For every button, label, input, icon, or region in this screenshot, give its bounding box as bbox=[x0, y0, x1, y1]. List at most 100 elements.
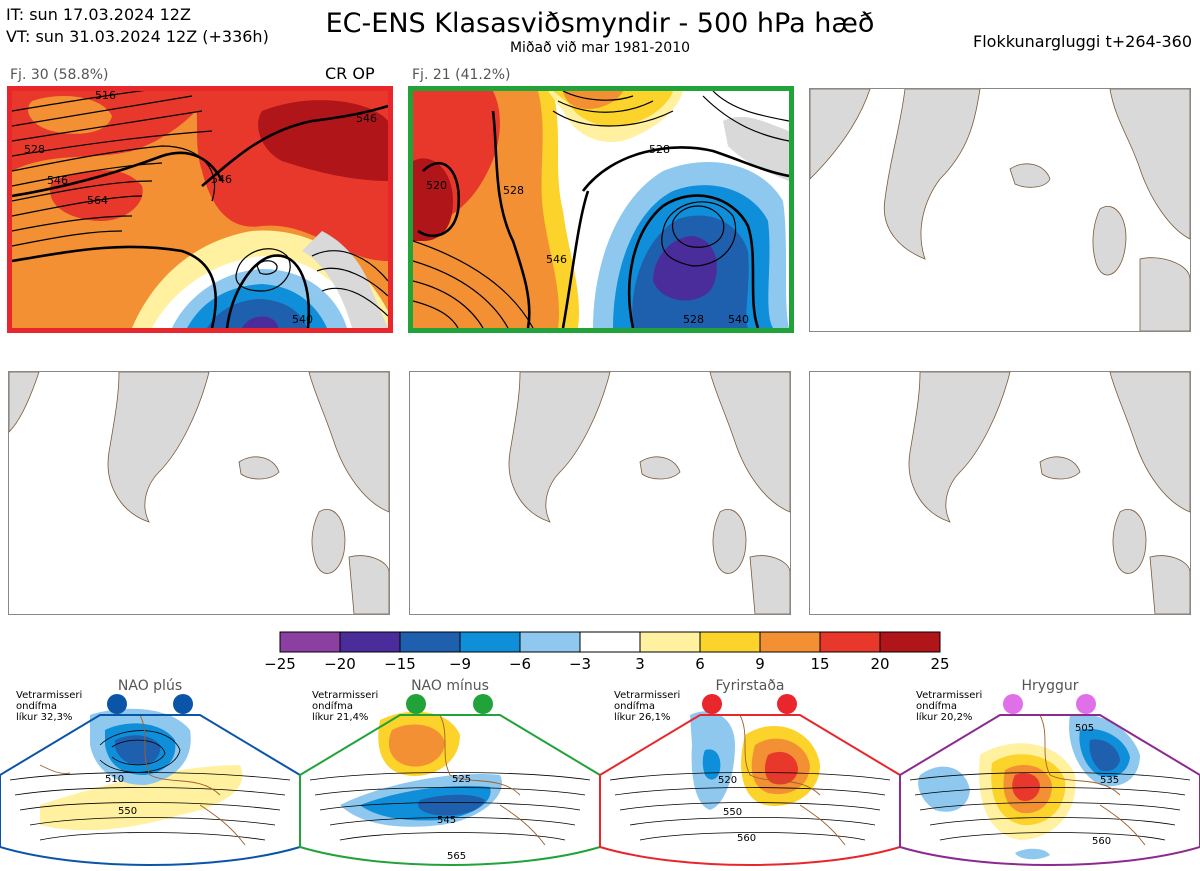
contour-label-r4-1: 535 bbox=[1100, 775, 1119, 786]
contour-label-r3-2: 560 bbox=[737, 833, 756, 844]
colorbar-tick-label: −20 bbox=[324, 655, 356, 673]
regime-dot bbox=[1003, 694, 1023, 714]
regime-nao-minus[interactable]: 525 545 565 bbox=[299, 711, 601, 866]
colorbar-swatch bbox=[339, 631, 401, 653]
colorbar-swatch bbox=[279, 631, 341, 653]
contour-label-1-4: 564 bbox=[87, 194, 108, 207]
contour-label-2-5: 528 bbox=[683, 313, 704, 326]
basemap-4 bbox=[9, 372, 389, 614]
panel-1-label: Fj. 30 (58.8%) bbox=[10, 67, 109, 83]
colorbar-swatch bbox=[639, 631, 701, 653]
svg-text:líkur 20,2%: líkur 20,2% bbox=[916, 711, 972, 723]
svg-text:Vetrarmisseri: Vetrarmisseri bbox=[916, 690, 982, 701]
regime-dot bbox=[702, 694, 722, 714]
regime-title-blocking: Fyrirstaða bbox=[716, 678, 785, 694]
contour-label-1-0: 516 bbox=[95, 91, 116, 102]
page-title: EC-ENS Klasasviðsmyndir - 500 hPa hæð bbox=[325, 8, 875, 39]
colorbar-swatch bbox=[519, 631, 581, 653]
contour-label-1-1: 528 bbox=[24, 143, 45, 156]
colorbar-swatch bbox=[759, 631, 821, 653]
regime-dot bbox=[107, 694, 127, 714]
regime-ridge[interactable]: 505 535 560 bbox=[899, 714, 1200, 866]
regime-title-nao-plus: NAO plús bbox=[118, 678, 182, 694]
regime-title-nao-minus: NAO mínus bbox=[411, 678, 489, 694]
regime-note-blocking: Vetrarmisseri ondífma líkur 26,1% bbox=[614, 690, 680, 723]
regime-dot bbox=[173, 694, 193, 714]
svg-text:Vetrarmisseri: Vetrarmisseri bbox=[614, 690, 680, 701]
svg-text:Vetrarmisseri: Vetrarmisseri bbox=[16, 690, 82, 701]
init-time: IT: sun 17.03.2024 12Z bbox=[6, 5, 191, 24]
colorbar-tick-label: −9 bbox=[449, 655, 471, 673]
contour-label-r4-2: 560 bbox=[1092, 836, 1111, 847]
colorbar-tick-label: −15 bbox=[384, 655, 416, 673]
basemap-5 bbox=[508, 372, 790, 614]
regime-strip: 510 550 525 545 565 bbox=[0, 678, 1200, 866]
contour-label-2-1: 520 bbox=[426, 179, 447, 192]
header-info: IT: sun 17.03.2024 12Z VT: sun 31.03.202… bbox=[6, 4, 269, 48]
cluster-map-5[interactable] bbox=[409, 371, 791, 615]
contour-label-r3-0: 520 bbox=[718, 775, 737, 786]
cluster-map-4[interactable] bbox=[8, 371, 390, 615]
contour-label-2-0: 528 bbox=[503, 184, 524, 197]
colorbar-tick-label: −3 bbox=[569, 655, 591, 673]
svg-text:líkur 32,3%: líkur 32,3% bbox=[16, 711, 72, 723]
basemap-3 bbox=[810, 89, 1190, 331]
regime-note-ridge: Vetrarmisseri ondífma líkur 20,2% bbox=[916, 690, 982, 723]
page-subtitle: Miðað við mar 1981-2010 bbox=[509, 40, 691, 56]
contour-label-r2-2: 565 bbox=[447, 851, 466, 862]
valid-time: VT: sun 31.03.2024 12Z (+336h) bbox=[6, 27, 269, 46]
svg-text:ondífma: ondífma bbox=[916, 700, 957, 712]
regime-dot bbox=[1076, 694, 1096, 714]
colorbar-tick-label: 20 bbox=[870, 655, 889, 673]
cluster-map-2[interactable]: 528 520 528 546 540 528 bbox=[408, 86, 794, 333]
contour-label-r3-1: 550 bbox=[723, 807, 742, 818]
colorbar-swatch bbox=[819, 631, 881, 653]
panel-1-tag: CR OP bbox=[325, 64, 375, 83]
contour-label-1-6: 540 bbox=[292, 313, 313, 326]
contour-label-r2-0: 525 bbox=[452, 774, 471, 785]
regime-nao-plus[interactable]: 510 550 bbox=[0, 708, 301, 866]
regime-dot bbox=[777, 694, 797, 714]
contour-label-2-4: 540 bbox=[728, 313, 749, 326]
cluster-map-6[interactable] bbox=[809, 371, 1191, 615]
contour-label-r2-1: 545 bbox=[437, 815, 456, 826]
colorbar: −25 −20 −15 −9 −6 −3 3 6 9 15 20 25 bbox=[264, 631, 950, 673]
colorbar-swatch bbox=[459, 631, 521, 653]
panel-2-label: Fj. 21 (41.2%) bbox=[412, 67, 511, 83]
regime-note-nao-plus: Vetrarmisseri ondífma líkur 32,3% bbox=[16, 690, 82, 723]
regime-blocking[interactable]: 520 550 560 bbox=[599, 711, 901, 866]
colorbar-swatch bbox=[399, 631, 461, 653]
contour-label-r1-0: 510 bbox=[105, 774, 124, 785]
colorbar-tick-label: 6 bbox=[695, 655, 705, 673]
svg-text:ondífma: ondífma bbox=[16, 700, 57, 712]
contour-label-1-5: 546 bbox=[356, 112, 377, 125]
colorbar-tick-label: −6 bbox=[509, 655, 531, 673]
contour-label-1-3: 546 bbox=[211, 173, 232, 186]
cluster-map-1[interactable]: 516 528 546 546 564 546 540 bbox=[7, 86, 393, 333]
regime-dot bbox=[406, 694, 426, 714]
colorbar-swatch bbox=[579, 631, 641, 653]
colorbar-swatch bbox=[879, 631, 941, 653]
svg-text:líkur 21,4%: líkur 21,4% bbox=[312, 711, 368, 723]
cluster-map-3[interactable] bbox=[809, 88, 1191, 332]
colorbar-tick-label: 15 bbox=[810, 655, 829, 673]
contour-label-1-2: 546 bbox=[47, 174, 68, 187]
regime-title-ridge: Hryggur bbox=[1022, 678, 1079, 694]
contour-label-2-3: 546 bbox=[546, 253, 567, 266]
svg-text:líkur 26,1%: líkur 26,1% bbox=[614, 711, 670, 723]
colorbar-tick-label: 3 bbox=[635, 655, 645, 673]
regime-dot bbox=[473, 694, 493, 714]
colorbar-swatch bbox=[699, 631, 761, 653]
colorbar-tick-label: −25 bbox=[264, 655, 296, 673]
colorbar-tick-label: 25 bbox=[930, 655, 949, 673]
colorbar-tick-label: 9 bbox=[755, 655, 765, 673]
contour-label-r4-0: 505 bbox=[1075, 723, 1094, 734]
svg-text:Vetrarmisseri: Vetrarmisseri bbox=[312, 690, 378, 701]
basemap-6 bbox=[908, 372, 1190, 614]
regime-note-nao-minus: Vetrarmisseri ondífma líkur 21,4% bbox=[312, 690, 378, 723]
classification-window: Flokkunargluggi t+264-360 bbox=[973, 32, 1192, 51]
contour-label-2-2: 528 bbox=[649, 143, 670, 156]
svg-text:ondífma: ondífma bbox=[614, 700, 655, 712]
contour-label-r1-1: 550 bbox=[118, 806, 137, 817]
svg-text:ondífma: ondífma bbox=[312, 700, 353, 712]
